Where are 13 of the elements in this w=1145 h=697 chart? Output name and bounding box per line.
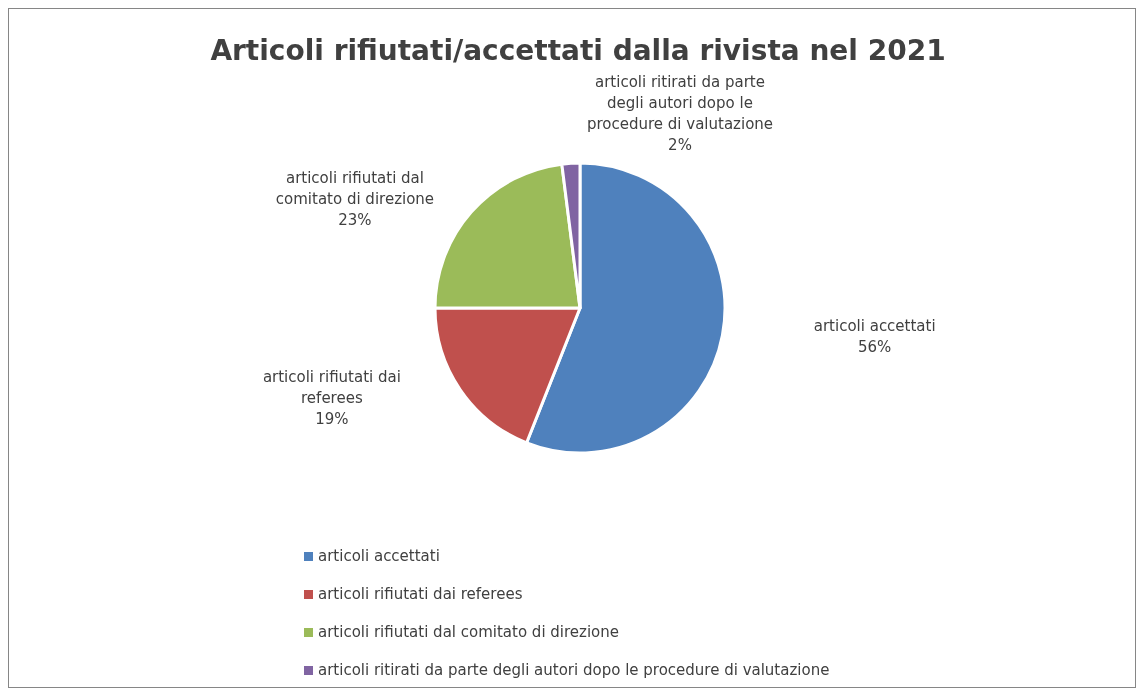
data-label: 2% [668, 136, 692, 155]
legend-label: articoli rifiutati dal comitato di direzione [318, 623, 620, 641]
legend-label: articoli rifiutati dai referees [318, 585, 523, 603]
slice-label: articoli rifiutati dai referees [262, 367, 401, 407]
chart-title: Articoli rifiutati/accettati dalla rivista nel 2021 [210, 34, 946, 67]
data-label: 56% [858, 338, 892, 357]
slice-label: articoli accettati [813, 317, 936, 336]
legend-label: articoli accettati [318, 547, 440, 565]
slice-label: articoli rifiutati dal comitato di direzione [275, 169, 435, 209]
slice-label: articoli ritirati da parte degli autori dopo le procedure di valutazione [586, 73, 774, 134]
data-label: 19% [315, 409, 349, 428]
data-label: 23% [338, 211, 372, 230]
legend-label: articoli ritirati da parte degli autori dopo le procedure di valutazione [318, 661, 830, 679]
